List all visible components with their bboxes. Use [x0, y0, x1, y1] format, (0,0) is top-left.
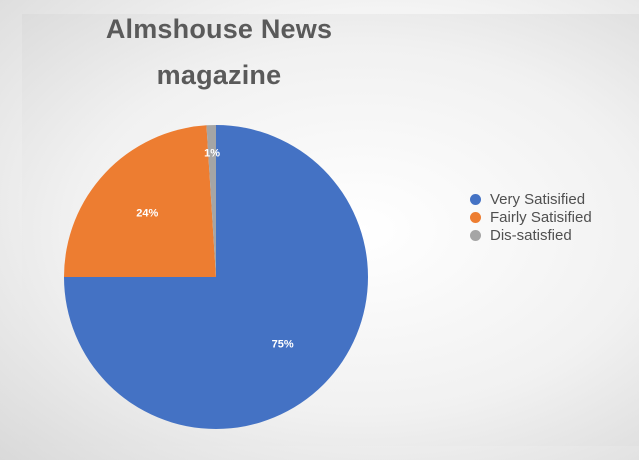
chart-legend: Very Satisified Fairly Satisified Dis-sa… — [470, 191, 592, 245]
pie-slice-fairly-satisified — [64, 125, 216, 278]
data-label-fairly-satisified: 24% — [136, 207, 158, 219]
legend-label: Fairly Satisified — [490, 209, 592, 226]
data-label-very-satisified: 75% — [272, 339, 294, 351]
pie-slices — [64, 125, 368, 429]
chart-title-line-2: magazine — [156, 60, 282, 90]
legend-item-fairly-satisfied: Fairly Satisified — [470, 209, 592, 227]
legend-swatch-dis-satisfied — [470, 230, 481, 241]
legend-label: Dis-satisfied — [490, 227, 572, 244]
chart-title-line-1: Almshouse News — [105, 14, 333, 44]
data-label-dis-satisfied: 1% — [204, 147, 220, 159]
pie-data-labels: 75% 24% 1% — [136, 147, 294, 350]
legend-swatch-very-satisfied — [470, 194, 481, 205]
legend-item-very-satisfied: Very Satisified — [470, 191, 592, 209]
legend-item-dis-satisfied: Dis-satisfied — [470, 227, 592, 245]
legend-label: Very Satisified — [490, 191, 586, 208]
legend-swatch-fairly-satisfied — [470, 212, 481, 223]
pie-slice-dis-satisfied — [206, 125, 216, 277]
